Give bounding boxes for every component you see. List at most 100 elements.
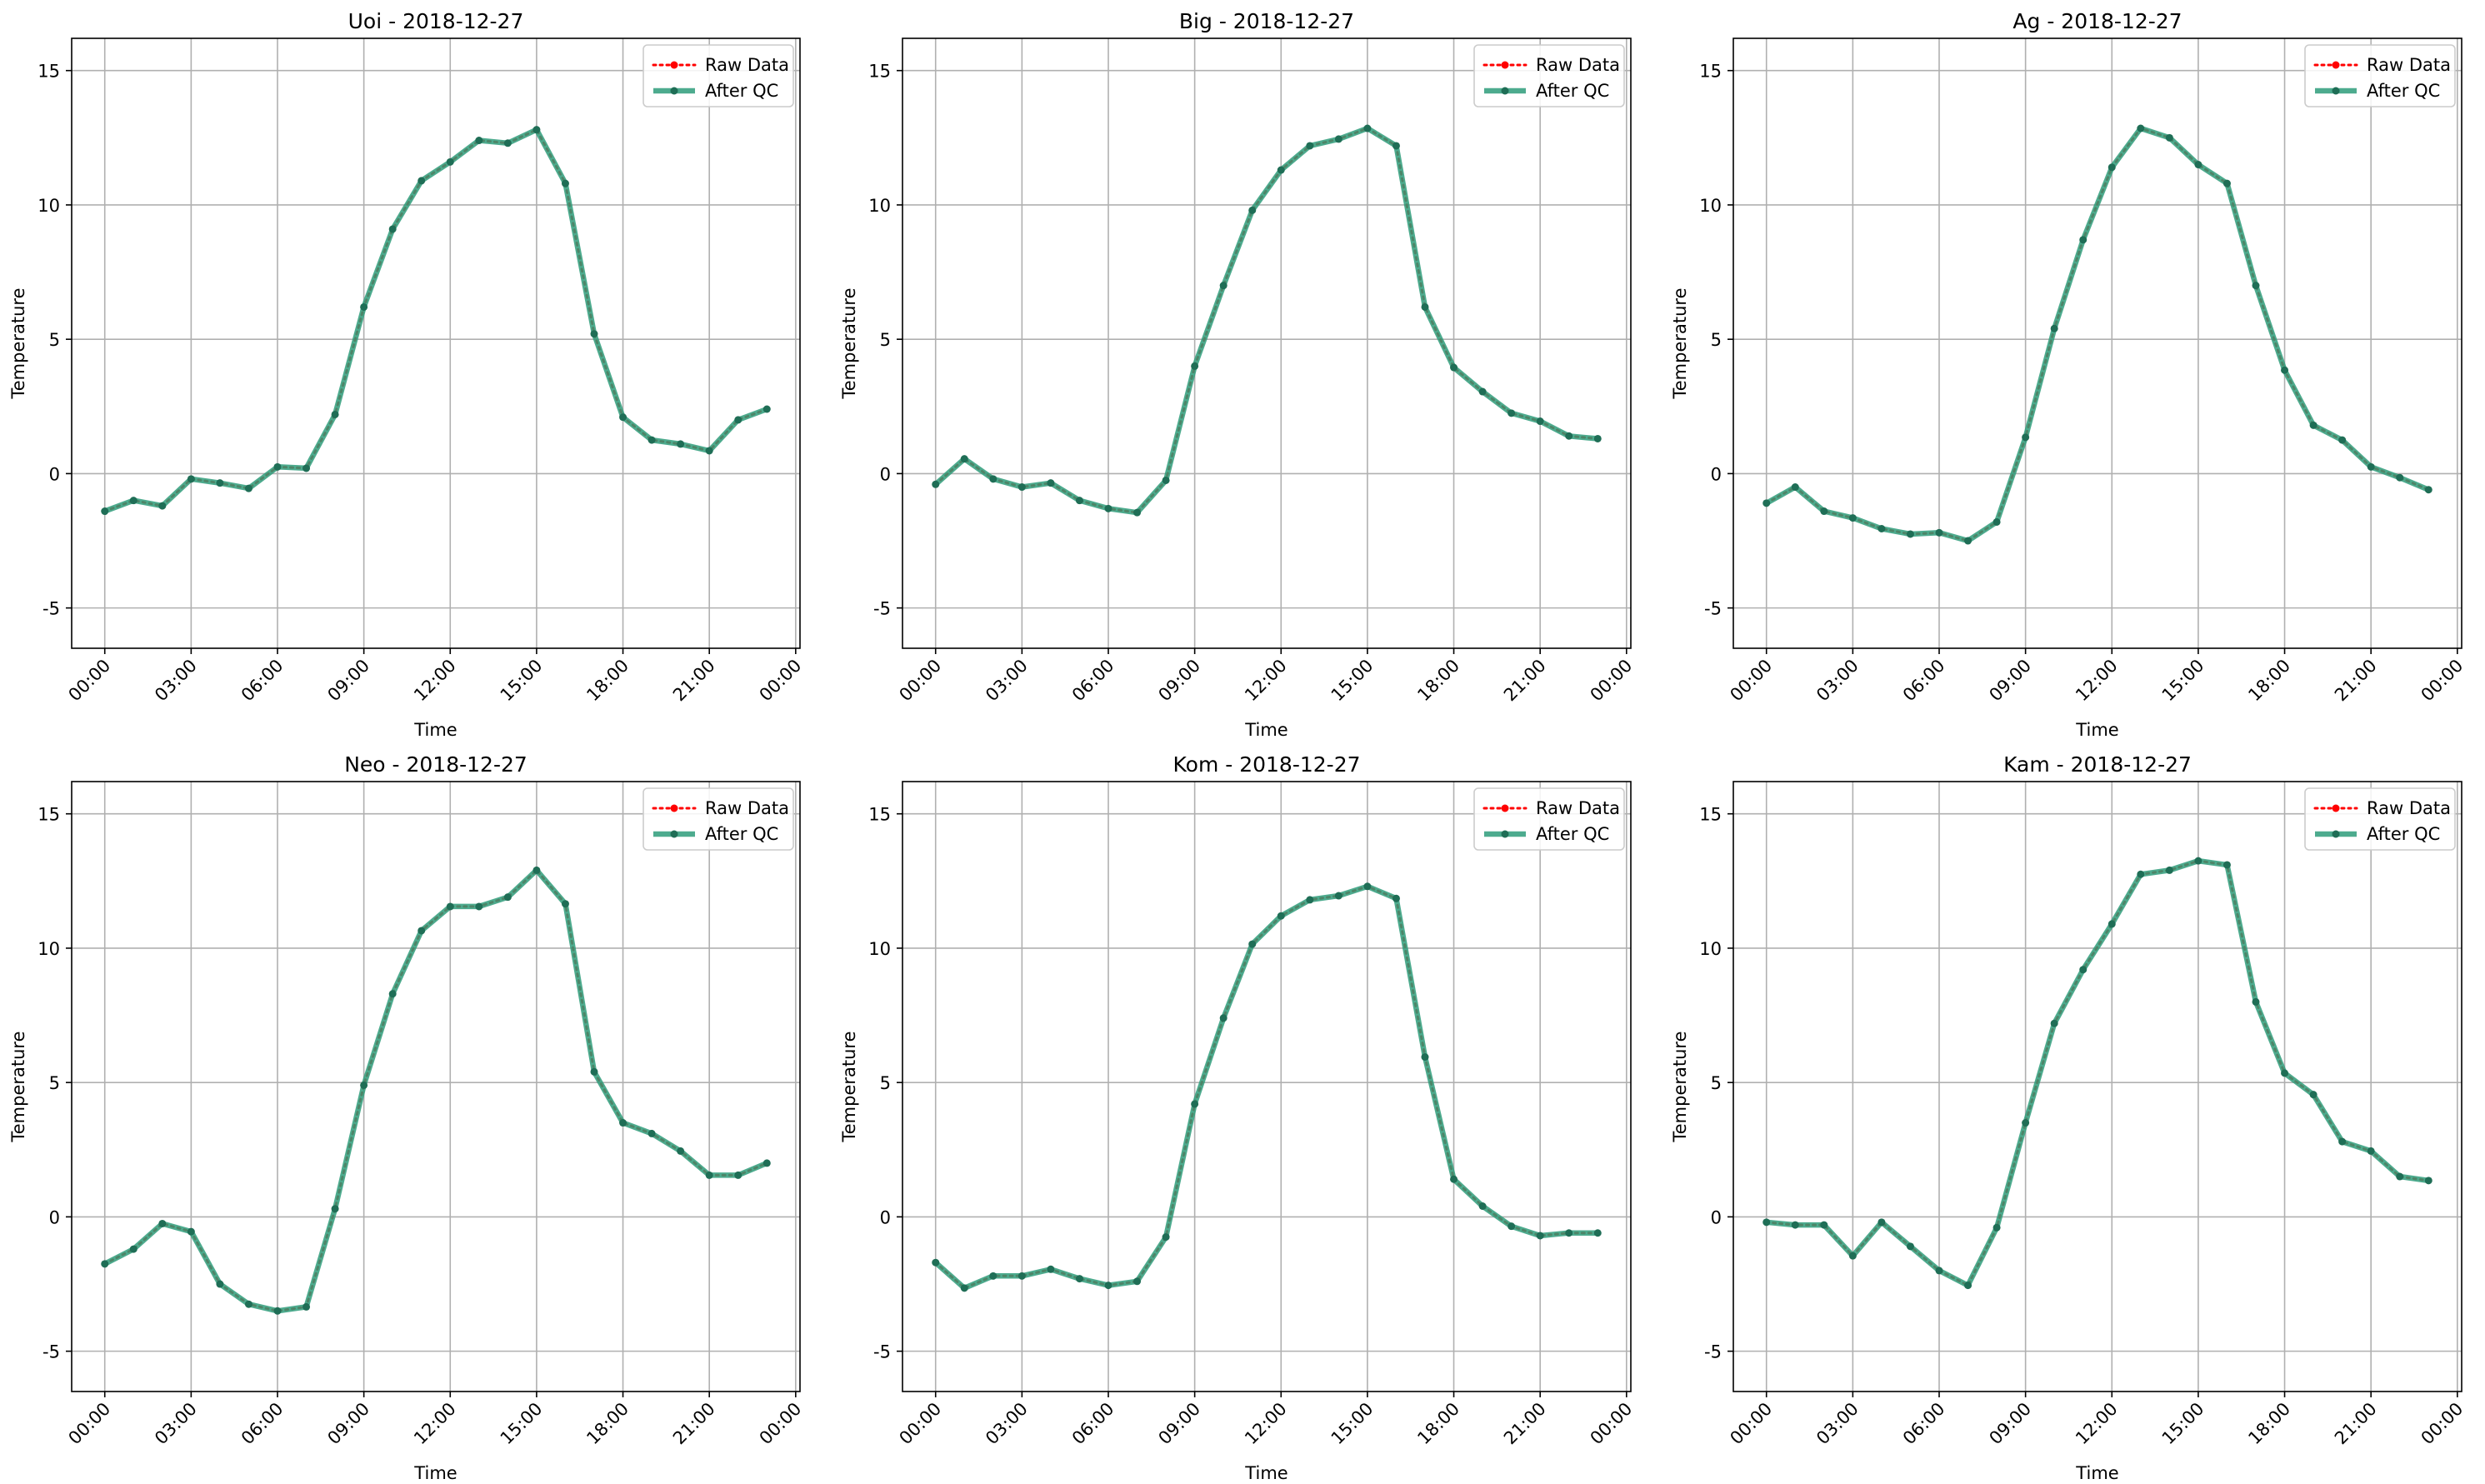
legend: Raw Data After QC <box>2304 44 2456 107</box>
after-qc-point <box>1392 894 1400 902</box>
legend-raw-label: Raw Data <box>1536 55 1620 75</box>
after-qc-point <box>503 893 512 902</box>
x-tick-label: 15:00 <box>1328 656 1378 706</box>
after-qc-point <box>418 177 426 185</box>
after-qc-point <box>532 126 541 134</box>
y-tick-label: -5 <box>42 1342 60 1362</box>
legend: Raw Data After QC <box>1473 787 1625 851</box>
after-qc-point <box>216 1280 224 1288</box>
after-qc-point <box>1992 517 2001 526</box>
legend-raw-label: Raw Data <box>2367 55 2451 75</box>
after-qc-point <box>960 1284 968 1292</box>
x-tick-label: 09:00 <box>1985 656 2035 706</box>
x-tick-label: 00:00 <box>756 1399 806 1449</box>
after-qc-point <box>1306 896 1314 904</box>
x-tick-label: 03:00 <box>982 1399 1032 1449</box>
after-qc-point <box>734 416 742 424</box>
after-qc-point <box>273 1307 282 1315</box>
x-tick-label: 00:00 <box>1726 1399 1776 1449</box>
after-qc-point <box>1421 302 1429 311</box>
after-qc-point <box>1508 409 1516 417</box>
y-axis-label: Temperature <box>8 287 28 399</box>
legend-raw-marker <box>1501 804 1509 812</box>
after-qc-point <box>932 1258 940 1267</box>
subplot-title: Ag - 2018-12-27 <box>2012 9 2182 33</box>
legend-raw-marker <box>1501 61 1509 69</box>
after-qc-point <box>360 302 368 311</box>
after-qc-point <box>1075 1275 1083 1283</box>
x-tick-label: 12:00 <box>2072 1399 2122 1449</box>
after-qc-point <box>2309 1091 2318 1099</box>
after-qc-point <box>2367 462 2375 471</box>
after-qc-point <box>590 1067 598 1076</box>
after-qc-line <box>933 125 1598 516</box>
after-qc-point <box>2137 124 2145 132</box>
after-qc-point <box>244 1300 252 1308</box>
subplot-2: -5 0 5 10 15 00:00 03:00 06:00 09:00 12:00 15:00 18… <box>839 9 1636 740</box>
y-tick-label: 0 <box>1711 464 1722 484</box>
y-tick-label: 10 <box>1699 939 1722 959</box>
x-tick-label: 15:00 <box>497 656 547 706</box>
after-qc-point <box>1593 1229 1602 1237</box>
y-tick-label: 10 <box>1699 196 1722 216</box>
subplot-title: Neo - 2018-12-27 <box>344 752 528 777</box>
y-tick-label: 5 <box>49 330 60 350</box>
after-qc-point <box>2137 870 2145 878</box>
legend: Raw Data After QC <box>642 787 794 851</box>
legend-raw-label: Raw Data <box>1536 798 1620 818</box>
after-qc-point <box>2367 1147 2375 1155</box>
legend-qc-label: After QC <box>2367 824 2440 844</box>
after-qc-point <box>2079 236 2088 244</box>
after-qc-line <box>1765 125 2430 544</box>
after-qc-point <box>216 479 224 487</box>
after-qc-point <box>2396 473 2404 482</box>
y-axis-label: Temperature <box>1670 287 1690 399</box>
x-tick-label: 00:00 <box>1726 656 1776 706</box>
after-qc-point <box>1334 892 1342 900</box>
legend-raw-label: Raw Data <box>705 55 789 75</box>
after-qc-point <box>1536 417 1544 426</box>
x-tick-label: 03:00 <box>1812 1399 1862 1449</box>
after-qc-point <box>590 330 598 338</box>
after-qc-point <box>762 1159 771 1167</box>
y-axis-label: Temperature <box>839 287 859 399</box>
legend: Raw Data After QC <box>642 44 794 107</box>
x-tick-label: 06:00 <box>1899 1399 1949 1449</box>
legend-qc-marker <box>2332 87 2340 95</box>
y-tick-label: -5 <box>873 599 891 619</box>
y-tick-label: -5 <box>873 1342 891 1362</box>
after-qc-point <box>302 1302 311 1311</box>
after-qc-point <box>360 1081 368 1089</box>
after-qc-point <box>2165 133 2173 142</box>
after-qc-point <box>932 480 940 488</box>
after-qc-point <box>187 475 195 483</box>
axes-frame <box>1732 781 2462 1392</box>
after-qc-point <box>2338 436 2347 444</box>
axes-frame <box>71 37 801 649</box>
after-qc-point <box>1848 1252 1857 1260</box>
x-tick-label: 03:00 <box>151 656 201 706</box>
after-qc-point <box>989 475 998 483</box>
after-qc-point <box>446 157 454 166</box>
x-tick-label: 03:00 <box>982 656 1032 706</box>
after-qc-point <box>1104 504 1112 512</box>
legend: Raw Data After QC <box>1473 44 1625 107</box>
y-tick-label: 15 <box>38 805 60 825</box>
after-qc-point <box>244 484 252 492</box>
after-qc-point <box>446 902 454 911</box>
x-tick-label: 12:00 <box>2072 656 2122 706</box>
after-qc-point <box>989 1272 998 1280</box>
after-qc-point <box>762 405 771 413</box>
after-qc-point <box>2194 161 2202 169</box>
x-tick-label: 18:00 <box>1413 1399 1463 1449</box>
after-qc-line <box>1766 857 2429 1288</box>
after-qc-point <box>1248 940 1257 948</box>
after-qc-point <box>2194 857 2202 865</box>
after-qc-point <box>1848 514 1857 522</box>
after-qc-point <box>1906 530 1914 538</box>
after-qc-point <box>1018 483 1026 492</box>
after-qc-point <box>1104 1282 1112 1290</box>
axes-frame <box>902 37 1632 649</box>
after-qc-point <box>1075 497 1083 505</box>
